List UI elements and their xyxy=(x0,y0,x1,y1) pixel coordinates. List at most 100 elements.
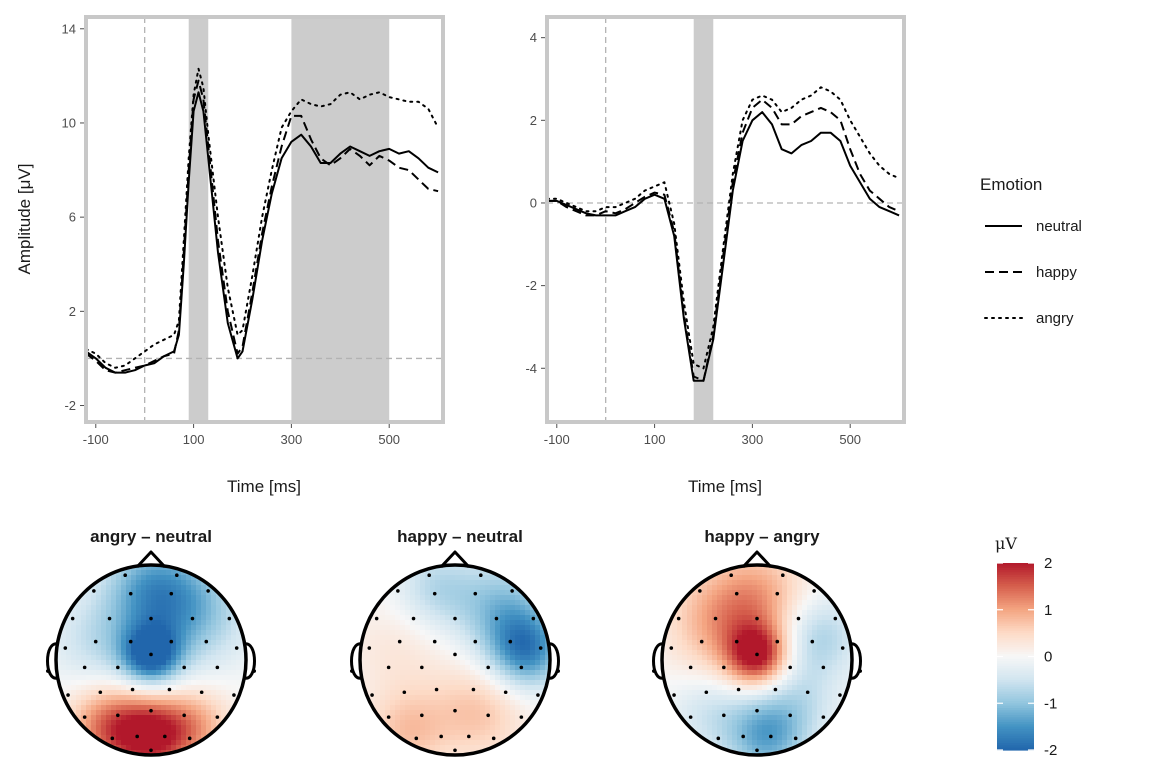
electrode xyxy=(92,589,96,593)
electrode xyxy=(722,665,726,670)
electrode xyxy=(63,646,68,650)
electrode xyxy=(190,616,195,621)
electrode xyxy=(234,646,239,650)
electrode xyxy=(773,687,778,692)
electrode xyxy=(486,713,490,718)
electrode xyxy=(432,591,437,596)
left-ear xyxy=(652,642,665,680)
y-tick-label: 10 xyxy=(62,115,76,130)
electrode xyxy=(175,573,179,578)
left-ear xyxy=(350,642,363,680)
colorbar-tick-label: 0 xyxy=(1044,649,1052,666)
electrode xyxy=(149,708,153,713)
electrode xyxy=(169,591,174,596)
x-axis-title-right: Time [ms] xyxy=(688,477,762,496)
topo-title-happy-neutral: happy – neutral xyxy=(397,527,523,546)
electrode xyxy=(123,573,127,578)
right-ear xyxy=(849,642,862,680)
electrode xyxy=(781,573,785,578)
electrode xyxy=(349,669,354,673)
electrode xyxy=(182,665,186,670)
electrode xyxy=(796,616,801,621)
electrode xyxy=(420,713,424,718)
electrode xyxy=(531,616,536,621)
electrode xyxy=(427,573,431,578)
electrode xyxy=(775,639,780,644)
colorbar: μV 2 1 0 -1 -2 xyxy=(995,534,1057,759)
electrode xyxy=(805,690,810,695)
electrode xyxy=(833,616,838,621)
electrode xyxy=(163,734,167,739)
electrode xyxy=(370,693,374,697)
electrode xyxy=(227,616,232,621)
shaded-window-0 xyxy=(693,17,714,422)
topomap-field xyxy=(360,565,550,755)
electrode xyxy=(736,687,741,692)
x-tick-label: 500 xyxy=(378,432,400,447)
electrode xyxy=(453,708,457,713)
electrode xyxy=(716,736,721,741)
electrode xyxy=(755,616,759,621)
y-tick-label: -2 xyxy=(525,278,537,293)
electrode xyxy=(651,669,656,673)
x-tick-label: 100 xyxy=(183,432,205,447)
electrode xyxy=(45,669,50,673)
electrode xyxy=(116,665,120,670)
colorbar-gradient xyxy=(997,563,1034,751)
electrode xyxy=(128,591,133,596)
electrode xyxy=(453,616,457,621)
electrode xyxy=(688,665,693,670)
significance-shading-right xyxy=(693,17,714,422)
electrode xyxy=(130,687,135,692)
electrode xyxy=(98,690,103,695)
electrode xyxy=(812,589,816,593)
series-happy xyxy=(86,79,439,374)
x-tick-label: 300 xyxy=(742,432,764,447)
y-tick-label: 6 xyxy=(69,210,76,225)
electrode xyxy=(688,715,693,719)
electrode xyxy=(788,665,792,670)
electrode xyxy=(432,639,437,644)
electrode xyxy=(70,616,75,621)
electrode xyxy=(793,736,798,741)
electrodes xyxy=(651,573,863,753)
electrode xyxy=(769,734,773,739)
electrode xyxy=(676,616,681,621)
panel-frame-right xyxy=(545,15,906,424)
electrode xyxy=(215,715,220,719)
electrode xyxy=(169,639,174,644)
topomap-happy-neutral xyxy=(349,550,561,757)
electrode xyxy=(704,690,709,695)
electrode xyxy=(810,639,815,644)
erp-lines-left xyxy=(86,67,440,374)
electrode xyxy=(491,736,496,741)
electrode xyxy=(503,690,508,695)
erp-panel-right: -4 -2 0 2 4 -100 100 300 500 Time [ms] xyxy=(525,15,906,496)
electrode xyxy=(729,573,733,578)
y-axis-ticks-left: -2 2 6 10 14 xyxy=(62,21,84,413)
shaded-window-1 xyxy=(291,17,390,422)
nose xyxy=(741,550,773,569)
y-tick-label: 0 xyxy=(530,195,537,210)
y-tick-label: -2 xyxy=(64,398,76,413)
electrode xyxy=(367,646,372,650)
electrode xyxy=(110,736,115,741)
panel-frame-left xyxy=(84,15,445,424)
electrode xyxy=(402,690,407,695)
electrode xyxy=(699,639,704,644)
electrode xyxy=(93,639,98,644)
colorbar-title: μV xyxy=(995,534,1017,553)
electrode xyxy=(187,736,192,741)
electrode xyxy=(420,665,424,670)
x-tick-label: -100 xyxy=(544,432,570,447)
y-tick-label: 14 xyxy=(62,21,76,36)
x-tick-label: 500 xyxy=(839,432,861,447)
y-tick-label: -4 xyxy=(525,361,537,376)
nose xyxy=(439,550,471,569)
reference-lines-right xyxy=(547,17,904,422)
y-tick-label: 2 xyxy=(69,304,76,319)
left-ear xyxy=(46,642,59,680)
electrode xyxy=(473,591,478,596)
electrode xyxy=(486,665,490,670)
